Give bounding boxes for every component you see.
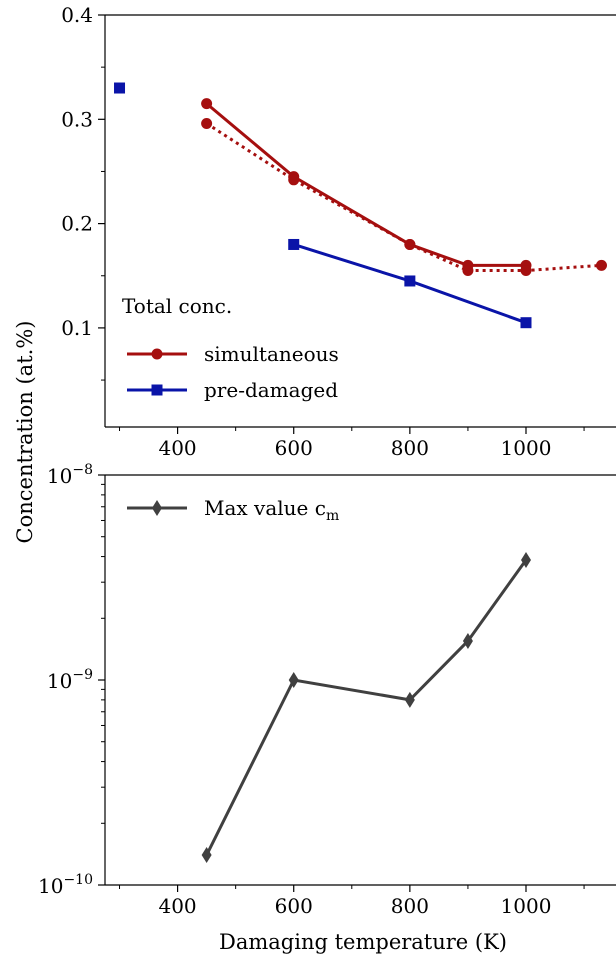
top-y-tick-label: 0.1 (61, 316, 93, 340)
top-chart: 400 600 800 1000 0.1 0.2 0.3 0.4 Total conc. si… (61, 3, 616, 460)
legend-max-value-marker (152, 500, 162, 516)
top-series-point (288, 238, 300, 250)
bottom-x-tick-label: 1000 (501, 894, 552, 918)
bottom-y-tick-label: 10−10 (38, 872, 93, 898)
top-series-line-0 (205, 102, 526, 267)
top-x-tick-label: 400 (158, 436, 196, 460)
bottom-series-line-0 (205, 559, 528, 856)
bottom-series-point (404, 691, 415, 708)
bottom-y-tick-base: 10 (47, 464, 72, 488)
bottom-series-point (288, 672, 299, 688)
x-axis-label: Damaging temperature (K) (219, 930, 507, 954)
bottom-series-point (462, 632, 473, 649)
bottom-y-tick-exponent: −8 (72, 462, 93, 478)
top-series-point (520, 265, 532, 277)
bottom-series-point (520, 551, 531, 568)
bottom-y-tick-base: 10 (47, 669, 72, 693)
top-y-tick-label: 0.2 (61, 212, 93, 236)
y-axis-label: Concentration (at.%) (13, 321, 37, 544)
legend-title: Total conc. (122, 294, 232, 318)
legend-max-value-subscript: m (326, 508, 339, 524)
top-series-point (288, 174, 300, 186)
top-series-point (404, 275, 416, 287)
top-series-point (201, 117, 213, 129)
bottom-y-tick-label: 10−8 (47, 462, 93, 488)
bottom-y-tick-label: 10−9 (47, 667, 93, 693)
top-x-tick-label: 800 (391, 436, 429, 460)
top-y-tick-label: 0.3 (61, 107, 93, 131)
bottom-y-tick-exponent: −9 (72, 667, 93, 683)
top-x-tick-label: 1000 (501, 436, 552, 460)
legend-pre-damaged-label: pre-damaged (204, 378, 338, 402)
bottom-y-tick-base: 10 (38, 874, 63, 898)
top-series-point (595, 259, 607, 271)
legend-max-value-text: Max value c (204, 496, 326, 520)
top-series-line-1 (205, 122, 602, 273)
top-series-point (404, 238, 416, 250)
top-series-point (114, 82, 126, 94)
top-x-tick-label: 600 (275, 436, 313, 460)
bottom-legend: Max value cm (127, 496, 339, 524)
bottom-y-tick-exponent: −10 (63, 872, 93, 888)
top-series-point (462, 265, 474, 277)
legend-simultaneous-marker (151, 348, 163, 360)
bottom-x-tick-label: 600 (275, 894, 313, 918)
legend-max-value-label: Max value cm (204, 496, 339, 524)
top-series-point (520, 317, 532, 329)
legend-pre-damaged-marker (151, 384, 163, 396)
bottom-series-point (201, 847, 212, 864)
bottom-x-tick-label: 800 (391, 894, 429, 918)
top-plot-area: 400 600 800 1000 0.1 0.2 0.3 0.4 (61, 3, 616, 460)
top-series-point (201, 98, 213, 110)
legend-simultaneous-label: simultaneous (204, 342, 339, 366)
bottom-x-tick-label: 400 (158, 894, 196, 918)
top-y-tick-label: 0.4 (61, 3, 93, 27)
top-legend: Total conc. simultaneous pre-damaged (122, 294, 339, 402)
